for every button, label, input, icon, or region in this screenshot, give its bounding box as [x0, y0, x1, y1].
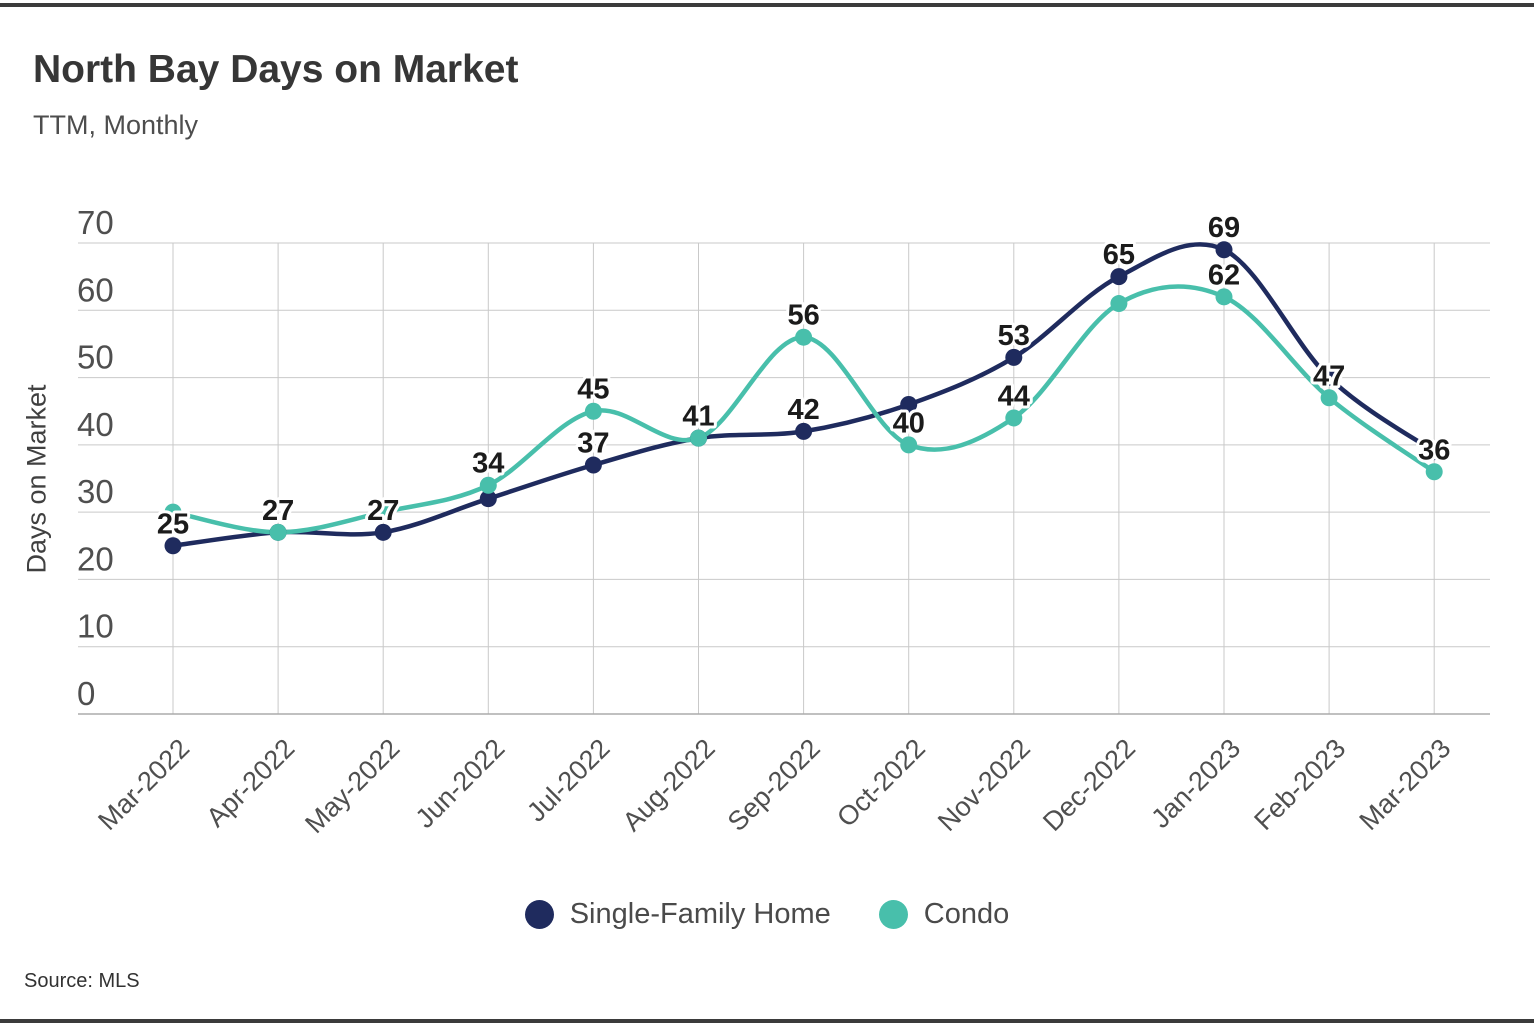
legend-dot-icon [878, 900, 908, 929]
data-point [1215, 288, 1233, 306]
data-point [900, 436, 918, 454]
data-point-label: 40 [893, 407, 925, 439]
data-point-label: 42 [787, 394, 819, 426]
x-tick-label: Dec-2022 [1037, 733, 1141, 837]
data-point-label: 41 [682, 401, 714, 433]
y-tick-label: 30 [77, 473, 114, 510]
data-point [900, 395, 918, 413]
legend-dot-icon [524, 900, 554, 929]
data-point-label: 34 [472, 448, 504, 480]
top-divider [0, 3, 1534, 7]
legend-label: Single-Family Home [569, 898, 831, 930]
data-point [1320, 369, 1338, 387]
data-point [479, 490, 497, 508]
data-point-label: 27 [262, 495, 294, 527]
data-point-label: 56 [787, 300, 819, 332]
data-point [1005, 409, 1023, 427]
y-tick-label: 0 [77, 675, 95, 712]
data-point-label: 53 [998, 320, 1030, 352]
data-point-label: 44 [998, 380, 1030, 412]
data-point [690, 429, 707, 447]
data-point [1215, 241, 1233, 259]
x-tick-label: Apr-2022 [201, 733, 301, 833]
data-point-label: 27 [367, 495, 399, 527]
x-tick-label: Jun-2022 [410, 733, 511, 834]
legend-label: Condo [923, 898, 1010, 930]
data-point [584, 456, 602, 474]
data-point [1110, 295, 1128, 313]
data-point [164, 537, 182, 555]
x-tick-label: May-2022 [299, 733, 405, 839]
y-tick-label: 60 [77, 271, 114, 308]
y-tick-label: 20 [77, 540, 114, 577]
chart-subtitle: TTM, Monthly [33, 110, 199, 140]
x-tick-label: Mar-2022 [92, 733, 195, 836]
data-point [1005, 348, 1023, 366]
data-point [269, 523, 287, 541]
y-tick-label: 10 [77, 608, 114, 645]
legend-item-condo: Condo [878, 898, 1010, 931]
data-point [1425, 463, 1443, 481]
x-tick-label: Mar-2023 [1354, 733, 1457, 836]
data-point-label: 47 [1313, 360, 1345, 392]
data-point-label: 36 [1418, 434, 1450, 466]
source-note: Source: MLS [24, 970, 140, 992]
x-tick-label: Feb-2023 [1248, 733, 1351, 836]
data-point-label: 65 [1103, 239, 1135, 271]
data-point-label: 25 [157, 508, 189, 540]
chart-title: North Bay Days on Market [33, 48, 519, 91]
data-point [1320, 389, 1338, 407]
data-point [374, 523, 392, 541]
legend-item-single-family-home: Single-Family Home [524, 898, 831, 931]
data-point [795, 328, 813, 346]
x-tick-label: Aug-2022 [617, 733, 721, 837]
x-tick-label: Oct-2022 [831, 733, 931, 833]
data-point-label: 37 [577, 428, 609, 460]
x-tick-label: Jul-2022 [521, 733, 615, 827]
data-point [1110, 268, 1128, 286]
x-tick-label: Nov-2022 [932, 733, 1036, 837]
x-tick-label: Sep-2022 [722, 733, 826, 837]
x-tick-label: Jan-2023 [1145, 733, 1246, 834]
data-point-label: 45 [577, 374, 609, 406]
data-point [164, 503, 182, 521]
data-point [479, 476, 497, 494]
y-tick-label: 70 [77, 204, 114, 241]
bottom-divider [0, 1019, 1534, 1023]
data-point [374, 503, 392, 521]
y-tick-label: 50 [77, 339, 114, 376]
data-point-label: 69 [1208, 212, 1240, 244]
data-point-label: 62 [1208, 259, 1240, 291]
chart-legend: Single-Family Home Condo [0, 898, 1534, 931]
data-point [584, 402, 602, 420]
data-point [1425, 443, 1443, 461]
y-tick-label: 40 [77, 406, 114, 443]
data-point [795, 422, 813, 440]
